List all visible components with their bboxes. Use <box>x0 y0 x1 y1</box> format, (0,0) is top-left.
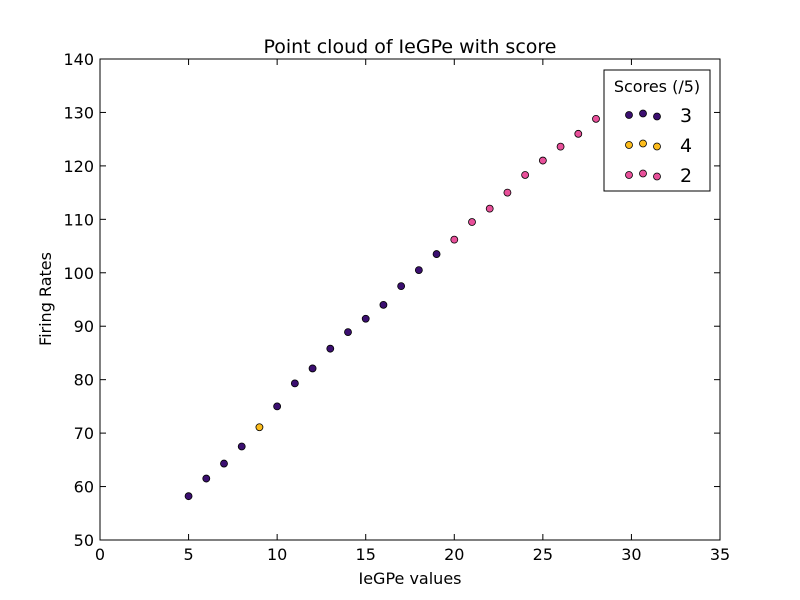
data-point <box>450 235 459 244</box>
data-point <box>592 114 600 123</box>
data-point <box>521 171 530 179</box>
data-point <box>326 344 335 353</box>
y-tick-label: 130 <box>63 103 94 122</box>
data-point <box>184 492 193 501</box>
data-point <box>344 328 352 337</box>
legend-box <box>603 69 711 192</box>
data-point <box>397 282 406 291</box>
x-tick-label: 30 <box>621 545 641 564</box>
chart-title: Point cloud of IeGPe with score <box>264 36 557 58</box>
y-tick-label: 100 <box>63 264 94 283</box>
data-point <box>290 379 299 388</box>
x-tick-label: 15 <box>356 545 376 564</box>
data-point <box>503 188 512 197</box>
data-point <box>255 423 264 432</box>
y-tick-label: 50 <box>74 531 94 550</box>
y-tick-label: 70 <box>74 424 94 443</box>
data-point <box>308 364 317 373</box>
data-point <box>468 218 476 226</box>
y-tick-label: 120 <box>63 157 94 176</box>
data-point <box>273 402 282 411</box>
legend-label: 3 <box>680 105 692 127</box>
x-tick-label: 10 <box>267 545 287 564</box>
data-point <box>574 129 583 138</box>
data-points <box>184 114 600 501</box>
data-point <box>485 204 494 213</box>
x-tick-label: 35 <box>710 545 730 564</box>
legend-marker <box>625 171 633 179</box>
legend-marker <box>639 139 647 148</box>
data-point <box>538 156 547 165</box>
y-tick-label: 80 <box>74 371 94 390</box>
legend-marker <box>625 141 633 149</box>
legend-title: Scores (/5) <box>614 77 700 96</box>
axis-ticks: 0 5 10 15 20 25 30 35 50 60 70 80 90 100 110 120 130 140 <box>63 50 730 564</box>
data-point <box>237 442 246 451</box>
y-axis-label: Firing Rates <box>36 252 55 346</box>
legend-label: 2 <box>680 165 692 187</box>
y-tick-label: 60 <box>74 478 94 497</box>
legend: Scores (/5) 3 4 2 <box>603 69 711 192</box>
legend-marker <box>639 109 647 118</box>
legend-marker <box>653 112 661 121</box>
y-tick-label: 110 <box>63 210 94 229</box>
legend-marker <box>625 111 633 119</box>
y-tick-label: 140 <box>63 50 94 69</box>
legend-marker <box>639 169 647 178</box>
x-axis-label: IeGPe values <box>358 569 461 588</box>
x-tick-label: 20 <box>444 545 464 564</box>
y-tick-label: 90 <box>74 317 94 336</box>
data-point <box>220 459 228 468</box>
x-tick-label: 25 <box>533 545 553 564</box>
data-point <box>361 314 370 323</box>
data-point <box>202 474 211 483</box>
legend-marker <box>653 172 661 181</box>
data-point <box>556 142 565 151</box>
legend-label: 4 <box>680 135 692 157</box>
data-point <box>432 250 441 258</box>
legend-marker <box>653 142 661 151</box>
data-point <box>414 266 423 275</box>
plot-frame <box>99 58 721 541</box>
x-tick-label: 5 <box>183 545 193 564</box>
x-tick-label: 0 <box>95 545 105 564</box>
data-point <box>379 300 388 309</box>
